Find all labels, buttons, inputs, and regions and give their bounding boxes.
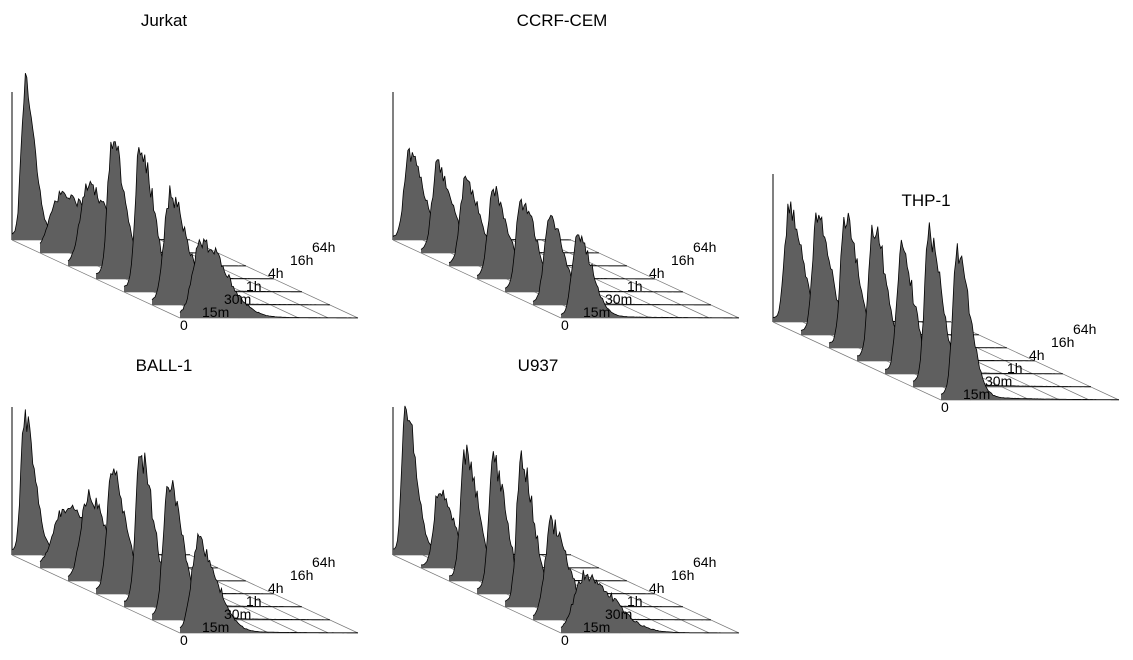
histogram-64h — [180, 534, 358, 633]
histogram-outline-16h — [151, 480, 331, 621]
histogram-outline-64h — [179, 532, 358, 634]
depth-label-30m: 30m — [605, 606, 632, 622]
histogram-4h — [124, 452, 302, 607]
depth-label-30m: 30m — [224, 291, 251, 307]
histogram-16h — [913, 222, 1091, 387]
panel-title: Jurkat — [141, 11, 188, 30]
depth-label-16h: 16h — [1051, 334, 1074, 350]
depth-label-1h: 1h — [627, 278, 643, 294]
histogram-64h — [561, 569, 739, 633]
depth-label-4h: 4h — [649, 580, 665, 596]
histogram-15m — [801, 212, 979, 335]
panel-title: BALL-1 — [136, 356, 193, 375]
depth-label-64h: 64h — [693, 239, 716, 255]
depth-label-30m: 30m — [605, 291, 632, 307]
panel-title: U937 — [518, 356, 559, 375]
depth-label-64h: 64h — [312, 554, 335, 570]
histogram-0 — [393, 405, 571, 555]
histogram-0 — [393, 148, 571, 240]
histogram-outline-64h — [560, 569, 740, 634]
histogram-1h — [96, 468, 274, 594]
depth-label-4h: 4h — [268, 580, 284, 596]
depth-label-15m: 15m — [202, 304, 229, 320]
histogram-4h — [124, 147, 302, 292]
histogram-0 — [12, 73, 190, 240]
histogram-15m — [421, 159, 599, 253]
depth-label-64h: 64h — [693, 554, 716, 570]
histogram-4h — [505, 199, 683, 292]
histogram-outline-16h — [912, 222, 1092, 388]
panel-title: CCRF-CEM — [517, 11, 608, 30]
histogram-1h — [477, 186, 655, 279]
histogram-64h — [180, 238, 358, 318]
depth-label-64h: 64h — [312, 239, 335, 255]
depth-label-0: 0 — [941, 399, 949, 415]
histogram-outline-64h — [940, 243, 1120, 401]
histogram-30m — [829, 212, 1007, 348]
depth-label-15m: 15m — [583, 619, 610, 635]
panel-title: THP-1 — [901, 191, 950, 210]
depth-label-1h: 1h — [1007, 360, 1023, 376]
histogram-outline-64h — [560, 234, 740, 319]
depth-label-15m: 15m — [583, 304, 610, 320]
histogram-30m — [449, 176, 627, 266]
depth-label-4h: 4h — [649, 265, 665, 281]
histogram-0 — [773, 201, 951, 322]
depth-label-16h: 16h — [290, 567, 313, 583]
depth-label-15m: 15m — [963, 386, 990, 402]
histogram-1h — [477, 451, 655, 594]
depth-label-64h: 64h — [1073, 321, 1096, 337]
depth-label-0: 0 — [561, 632, 569, 648]
histogram-1h — [96, 141, 274, 279]
histogram-0 — [12, 409, 190, 555]
depth-label-1h: 1h — [627, 593, 643, 609]
depth-label-1h: 1h — [246, 593, 262, 609]
depth-label-16h: 16h — [671, 252, 694, 268]
depth-label-1h: 1h — [246, 278, 262, 294]
depth-label-4h: 4h — [1029, 347, 1045, 363]
histogram-outline-16h — [532, 214, 711, 306]
histogram-4h — [505, 450, 683, 607]
histogram-64h — [941, 243, 1119, 400]
histogram-30m — [449, 444, 627, 581]
histogram-16h — [152, 480, 330, 620]
histogram-64h — [561, 234, 739, 318]
depth-label-0: 0 — [561, 317, 569, 333]
depth-label-16h: 16h — [290, 252, 313, 268]
depth-label-4h: 4h — [268, 265, 284, 281]
depth-label-30m: 30m — [985, 373, 1012, 389]
depth-label-15m: 15m — [202, 619, 229, 635]
histogram-outline-64h — [179, 237, 359, 319]
histogram-16h — [533, 215, 711, 305]
depth-label-16h: 16h — [671, 567, 694, 583]
histogram-4h — [885, 239, 1063, 374]
depth-label-0: 0 — [180, 632, 188, 648]
depth-label-30m: 30m — [224, 606, 251, 622]
depth-label-0: 0 — [180, 317, 188, 333]
